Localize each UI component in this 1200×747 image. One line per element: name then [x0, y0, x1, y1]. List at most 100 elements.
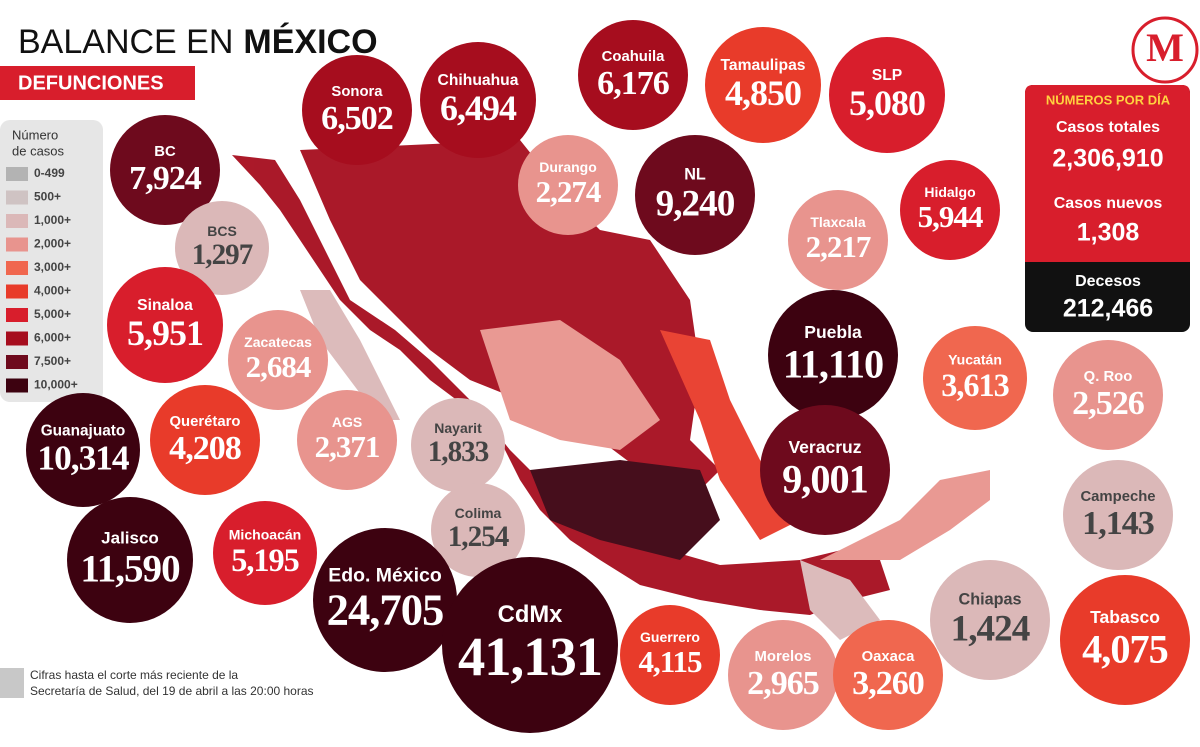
state-name: Jalisco [101, 529, 159, 548]
state-name: Tabasco [1090, 607, 1160, 627]
daily-value: 1,308 [1077, 219, 1140, 247]
legend-label: 6,000+ [34, 331, 71, 345]
state-circle [110, 115, 220, 225]
state-circle [442, 557, 618, 733]
legend-swatch [6, 214, 28, 228]
state-circle [705, 27, 821, 143]
legend-swatch [6, 355, 28, 369]
state-circle [788, 190, 888, 290]
state-circle [728, 620, 838, 730]
state-value: 2,274 [536, 174, 601, 209]
legend-label: 0-499 [34, 166, 65, 180]
legend-label: 3,000+ [34, 260, 71, 274]
legend-swatch [6, 167, 28, 181]
state-value: 1,297 [192, 239, 253, 271]
legend-title: de casos [12, 143, 65, 158]
legend-swatch [6, 308, 28, 322]
logo: M [1146, 25, 1184, 70]
state-circle [1053, 340, 1163, 450]
state-circle [107, 267, 223, 383]
state-value: 2,965 [747, 665, 819, 702]
state-name: Chiapas [959, 590, 1022, 608]
state-name: Edo. México [328, 564, 442, 586]
state-circle [768, 290, 898, 420]
state-bubble: NL9,240 [635, 135, 755, 255]
state-value: 2,217 [806, 229, 871, 264]
state-name: Michoacán [229, 527, 302, 543]
state-name: Yucatán [948, 352, 1002, 368]
state-circle [213, 501, 317, 605]
legend-label: 4,000+ [34, 284, 71, 298]
state-name: CdMx [498, 601, 563, 628]
state-circle [175, 201, 269, 295]
legend-label: 1,000+ [34, 213, 71, 227]
state-circle [302, 55, 412, 165]
title-bold: MÉXICO [243, 23, 377, 61]
daily-label: Casos totales [1056, 119, 1160, 136]
state-value: 7,924 [129, 160, 202, 197]
state-value: 5,944 [918, 199, 983, 234]
state-name: BC [154, 144, 176, 160]
legend-swatch [6, 261, 28, 275]
state-name: Nayarit [434, 420, 482, 436]
state-value: 4,075 [1082, 626, 1168, 671]
daily-value: 212,466 [1063, 295, 1153, 323]
state-value: 24,705 [327, 585, 444, 635]
subtitle-band [0, 66, 195, 100]
state-circle [635, 135, 755, 255]
state-name: Colima [455, 505, 502, 521]
state-circle [900, 160, 1000, 260]
state-value: 2,526 [1072, 385, 1145, 422]
legend-label: 2,000+ [34, 237, 71, 251]
state-value: 41,131 [458, 626, 602, 687]
state-name: Durango [539, 159, 597, 175]
legend-label: 5,000+ [34, 307, 71, 321]
state-name: Querétaro [170, 414, 241, 430]
state-name: Tamaulipas [721, 57, 806, 74]
state-value: 3,260 [852, 665, 924, 702]
state-value: 5,951 [127, 313, 203, 353]
legend-label: 10,000+ [34, 378, 78, 392]
state-circle [578, 20, 688, 130]
state-name: SLP [872, 67, 902, 84]
state-circle [518, 135, 618, 235]
state-circle [1060, 575, 1190, 705]
daily-panel-top [1025, 85, 1190, 262]
daily-label: Decesos [1075, 273, 1141, 290]
state-circle [923, 326, 1027, 430]
state-name: Guerrero [640, 629, 700, 645]
state-circle [930, 560, 1050, 680]
state-name: BCS [207, 223, 237, 239]
state-circle [313, 528, 457, 672]
state-value: 4,115 [638, 644, 702, 679]
state-circle [150, 385, 260, 495]
state-value: 5,195 [231, 542, 299, 578]
state-value: 9,001 [782, 456, 868, 501]
legend-swatch [6, 378, 28, 393]
state-name: Chihuahua [438, 72, 519, 89]
state-name: Morelos [755, 649, 812, 665]
state-circle [67, 497, 193, 623]
state-circle [297, 390, 397, 490]
daily-title: NÚMEROS POR DÍA [1046, 92, 1171, 107]
state-circle [411, 398, 505, 492]
state-name: Veracruz [788, 437, 861, 457]
state-value: 1,424 [951, 609, 1030, 650]
state-circle [829, 37, 945, 153]
